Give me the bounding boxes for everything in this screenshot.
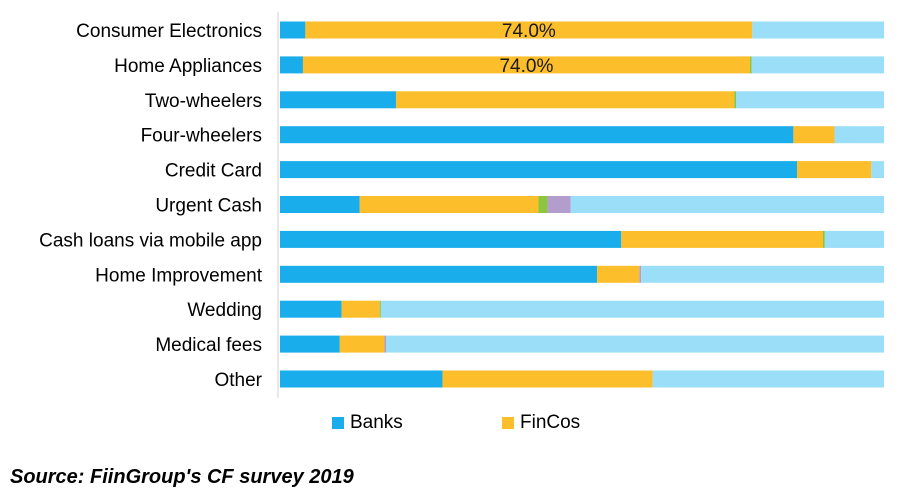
- bar-segment-urgent-cash-fincos: [359, 196, 539, 213]
- legend-item-fincos: FinCos: [502, 412, 672, 434]
- bar-segment-urgent-cash-banks: [280, 196, 360, 213]
- bar-segment-cash-loans-via-mobile-app-segment-5: [824, 230, 884, 248]
- bar-segment-cash-loans-via-mobile-app-banks: [280, 230, 622, 248]
- legend-swatch-banks: [332, 417, 344, 429]
- bar-segment-wedding-fincos: [341, 300, 380, 318]
- bar-segment-medical-fees-fincos: [339, 335, 385, 353]
- bar-segment-wedding-banks: [280, 300, 342, 318]
- bar-segment-home-appliances-segment-3: [749, 56, 752, 74]
- source-note: Source: FiinGroup's CF survey 2019: [10, 466, 354, 488]
- bar-segment-cash-loans-via-mobile-app-segment-3: [822, 230, 825, 248]
- category-label-urgent-cash: Urgent Cash: [155, 196, 262, 217]
- bar-segment-home-improvement-banks: [280, 265, 598, 283]
- category-label-home-appliances: Home Appliances: [114, 56, 262, 77]
- bar-segment-home-appliances-banks: [280, 56, 303, 74]
- bar-segment-four-wheelers-fincos: [793, 126, 835, 144]
- bar-segment-home-improvement-segment-4: [639, 265, 642, 283]
- category-label-other: Other: [214, 370, 262, 391]
- bar-segment-four-wheelers-segment-5: [834, 126, 884, 144]
- bar-segment-other-fincos: [442, 370, 653, 388]
- legend-label-banks: Banks: [350, 412, 403, 433]
- bar-segment-two-wheelers-segment-3: [734, 91, 737, 109]
- bar-segment-urgent-cash-segment-5: [570, 196, 884, 213]
- bar-segment-wedding-segment-5: [380, 300, 884, 318]
- bar-segment-other-segment-5: [652, 370, 884, 388]
- bar-segment-four-wheelers-banks: [280, 126, 794, 144]
- category-label-cash-loans-via-mobile-app: Cash loans via mobile app: [39, 230, 262, 251]
- bar-segment-urgent-cash-segment-3: [538, 196, 548, 213]
- legend-label-fincos: FinCos: [520, 412, 581, 433]
- bar-segment-consumer-electronics-fincos: [305, 21, 753, 39]
- bar-segment-urgent-cash-segment-4: [547, 196, 571, 213]
- data-label-consumer-electronics: 74.0%: [502, 21, 556, 42]
- bar-segment-home-improvement-fincos: [597, 265, 640, 283]
- bar-segment-medical-fees-banks: [280, 335, 340, 353]
- bar-segment-credit-card-segment-5: [871, 161, 884, 179]
- bar-segment-home-improvement-segment-5: [641, 265, 884, 283]
- bar-segment-two-wheelers-fincos: [395, 91, 735, 109]
- category-label-medical-fees: Medical fees: [155, 335, 262, 356]
- bar-segment-credit-card-fincos: [797, 161, 872, 179]
- bar-segment-credit-card-banks: [280, 161, 798, 179]
- bar-segment-two-wheelers-segment-5: [736, 91, 884, 109]
- legend: Banks FinCos: [332, 412, 672, 434]
- bar-segment-consumer-electronics-segment-5: [752, 21, 884, 39]
- bar-segment-home-appliances-segment-5: [751, 56, 884, 74]
- category-label-wedding: Wedding: [187, 300, 262, 321]
- legend-item-banks: Banks: [332, 412, 502, 434]
- bar-segment-cash-loans-via-mobile-app-fincos: [621, 230, 823, 248]
- category-label-four-wheelers: Four-wheelers: [141, 126, 262, 147]
- bar-segment-other-banks: [280, 370, 443, 388]
- legend-swatch-fincos: [502, 417, 514, 429]
- bar-segment-medical-fees-segment-4: [384, 335, 387, 353]
- chart-canvas: Consumer Electronics Home Appliances Two-w…: [39, 12, 884, 398]
- bar-segment-consumer-electronics-banks: [280, 21, 306, 39]
- category-label-consumer-electronics: Consumer Electronics: [76, 21, 262, 42]
- bar-segment-medical-fees-segment-5: [386, 335, 884, 353]
- bar-segment-two-wheelers-banks: [280, 91, 396, 109]
- bar-segment-wedding-segment-3: [379, 300, 381, 318]
- category-label-credit-card: Credit Card: [165, 161, 262, 182]
- stacked-bar-chart: Consumer Electronics Home Appliances Two-w…: [39, 12, 884, 398]
- data-label-home-appliances: 74.0%: [499, 56, 553, 77]
- category-label-home-improvement: Home Improvement: [95, 265, 263, 286]
- category-label-two-wheelers: Two-wheelers: [145, 91, 262, 112]
- bar-segment-home-appliances-fincos: [302, 56, 750, 74]
